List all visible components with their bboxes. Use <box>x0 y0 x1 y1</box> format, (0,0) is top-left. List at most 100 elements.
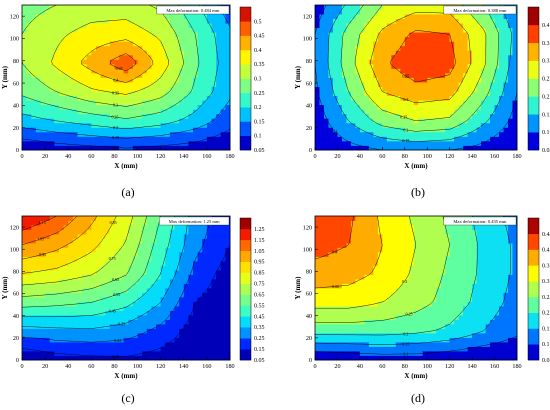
colorbar-tick-label: 0.3 <box>254 77 262 83</box>
contour-cell <box>328 14 334 19</box>
contour-cell <box>22 113 28 119</box>
contour-cell <box>114 113 120 119</box>
contour-cell <box>100 113 106 119</box>
contour-cell <box>359 234 365 239</box>
contour-cell <box>341 328 347 334</box>
contour-cell <box>188 243 194 248</box>
colorbar-tick-label: 0.05 <box>542 148 550 154</box>
contour-cell <box>114 270 120 275</box>
contour-cell <box>499 131 504 137</box>
contour-cell <box>431 118 437 124</box>
contour-cell <box>45 355 51 361</box>
y-tick-label: 120 <box>303 13 312 20</box>
contour-cell <box>193 59 199 65</box>
contour-cell <box>35 310 41 316</box>
contour-cell <box>220 50 226 56</box>
contour-cell <box>319 261 325 266</box>
contour-cell <box>364 319 370 325</box>
contour-cell <box>211 122 217 128</box>
contour-cell <box>449 113 455 119</box>
contour-cell <box>105 225 111 230</box>
contour-cell <box>355 63 361 69</box>
contour-cell <box>40 351 46 356</box>
contour-cell <box>337 351 343 356</box>
contour-cell <box>211 68 217 74</box>
contour-cell <box>22 301 28 307</box>
contour-cell <box>476 109 482 115</box>
contour-cell <box>472 27 477 33</box>
contour-cell <box>193 288 199 293</box>
contour-cell <box>364 23 370 29</box>
contour-cell <box>490 118 495 124</box>
x-tick-label: 40 <box>357 153 363 160</box>
contour-cell <box>350 310 356 316</box>
contour-cell <box>132 86 138 92</box>
contour-cell <box>454 27 460 33</box>
contour-cell <box>364 328 370 334</box>
contour-cell <box>368 95 374 101</box>
contour-cell <box>58 319 64 325</box>
contour-cell <box>359 118 365 124</box>
contour-cell <box>445 32 451 38</box>
contour-cell <box>26 59 32 65</box>
contour-cell <box>40 122 46 128</box>
contour-cell <box>105 82 111 87</box>
contour-cell <box>476 86 482 92</box>
contour-cell <box>328 265 334 271</box>
contour-cell <box>128 122 134 128</box>
contour-cell <box>156 136 162 142</box>
contour-cell <box>346 288 352 293</box>
contour-cell <box>391 54 397 60</box>
contour-cell <box>40 220 46 226</box>
contour-cell <box>35 68 41 74</box>
contour-cell <box>395 122 401 128</box>
contour-cell <box>395 131 401 137</box>
contour-cell <box>427 27 433 33</box>
contour-cell <box>216 109 222 115</box>
contour-cell <box>382 32 388 38</box>
contour-cell <box>211 23 217 29</box>
contour-cell <box>355 68 361 74</box>
contour-cell <box>63 351 69 356</box>
contour-cell <box>45 100 51 106</box>
contour-cell <box>188 283 194 289</box>
contour-cell <box>346 220 352 226</box>
contour-cell <box>422 54 428 60</box>
contour-cell <box>211 100 217 106</box>
contour-cell <box>95 131 101 137</box>
contour-cell <box>220 238 226 244</box>
contour-cell <box>422 63 428 69</box>
contour-cell <box>146 247 152 253</box>
contour-cell <box>146 86 152 92</box>
contour-cell <box>45 131 51 137</box>
contour-cell <box>165 140 171 146</box>
contour-cell <box>132 220 138 226</box>
contour-cell <box>341 256 347 262</box>
contour-cell <box>364 118 370 124</box>
contour-cell <box>206 41 212 47</box>
contour-cell <box>77 27 83 33</box>
contour-cell <box>216 243 222 248</box>
contour-cell <box>341 14 347 19</box>
contour-cell <box>183 261 189 266</box>
contour-cell <box>220 113 226 119</box>
contour-cell <box>114 36 120 42</box>
contour-cell <box>193 252 199 257</box>
contour-cell <box>95 59 101 65</box>
contour-cell <box>350 23 356 29</box>
contour-cell <box>328 220 334 226</box>
contour-cell <box>337 18 343 24</box>
contour-cell <box>315 292 320 298</box>
contour-cell <box>119 95 125 101</box>
contour-cell <box>445 54 451 60</box>
contour-cell <box>346 131 352 137</box>
contour-cell <box>395 145 401 151</box>
contour-cell <box>22 54 28 60</box>
contour-cell <box>377 68 383 74</box>
contour-cell <box>413 14 419 19</box>
contour-cell <box>193 72 199 78</box>
contour-cell <box>132 18 138 24</box>
contour-cell <box>105 91 111 97</box>
contour-cell <box>183 63 189 69</box>
contour-cell <box>95 310 101 316</box>
